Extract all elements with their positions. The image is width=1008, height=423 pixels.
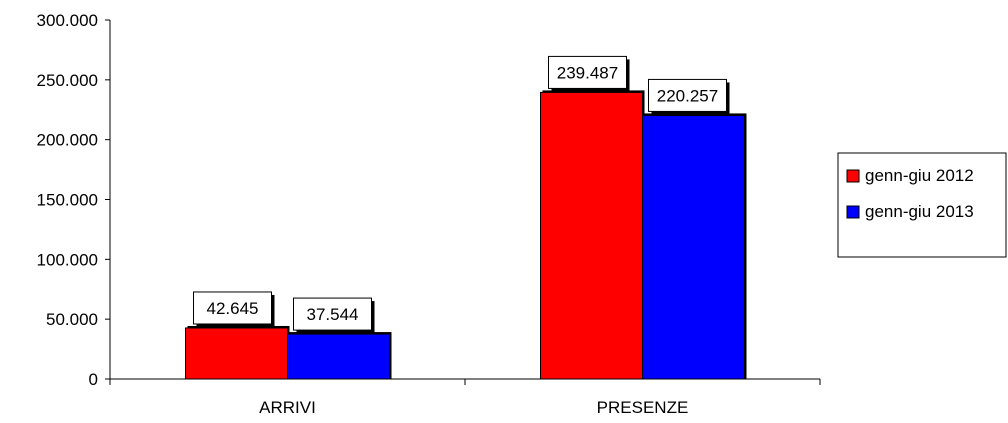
bar xyxy=(540,91,643,380)
y-tick-label: 50.000 xyxy=(46,310,98,329)
data-label-box xyxy=(648,78,727,112)
bar xyxy=(185,327,288,380)
data-label: 42.645 xyxy=(207,299,259,318)
legend-label: genn-giu 2012 xyxy=(865,166,974,185)
legend-swatch xyxy=(846,205,860,219)
legend-box xyxy=(837,152,1007,258)
bar xyxy=(642,114,745,380)
bar xyxy=(287,333,390,380)
y-tick-label: 0 xyxy=(89,370,98,389)
data-label-box xyxy=(293,297,372,331)
data-label-box xyxy=(193,291,272,325)
data-label-box xyxy=(548,55,627,89)
y-tick-label: 100.000 xyxy=(37,250,98,269)
data-label: 37.544 xyxy=(307,305,359,324)
data-label: 239.487 xyxy=(557,63,618,82)
x-tick-label: ARRIVI xyxy=(259,398,316,417)
y-tick-label: 150.000 xyxy=(37,191,98,210)
data-label: 220.257 xyxy=(657,86,718,105)
y-tick-label: 250.000 xyxy=(37,71,98,90)
legend-label: genn-giu 2013 xyxy=(865,202,974,221)
y-tick-label: 300.000 xyxy=(37,11,98,30)
y-tick-label: 200.000 xyxy=(37,131,98,150)
x-tick-label: PRESENZE xyxy=(597,398,689,417)
legend-swatch xyxy=(846,169,860,183)
